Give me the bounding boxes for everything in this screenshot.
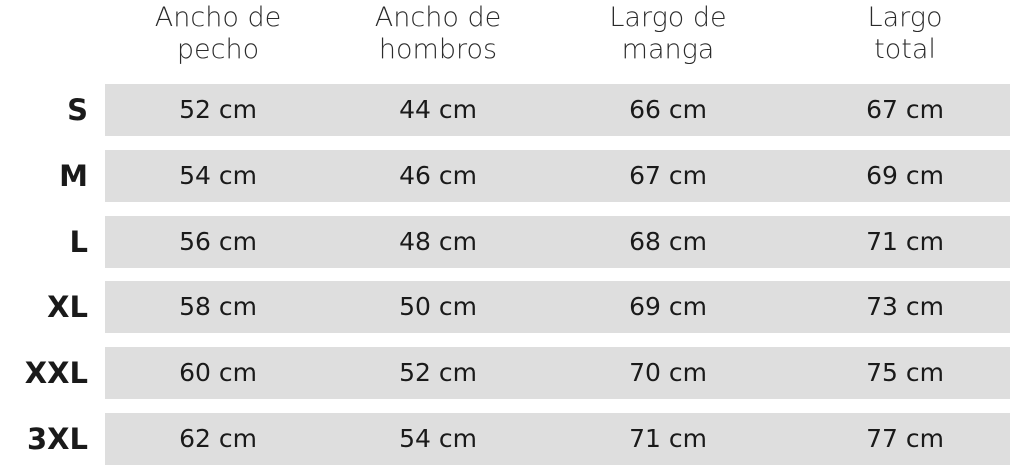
cell: 66 cm [629, 95, 707, 124]
row-bar [105, 84, 1010, 136]
cell: 50 cm [399, 292, 477, 321]
cell: 67 cm [866, 95, 944, 124]
cell: 68 cm [629, 227, 707, 256]
header-line: manga [621, 34, 715, 65]
header-line: pecho [176, 34, 260, 65]
cell: 69 cm [866, 161, 944, 190]
cell: 62 cm [179, 424, 257, 453]
cell: 54 cm [399, 424, 477, 453]
column-header: Largo de manga [568, 2, 768, 66]
cell: 44 cm [399, 95, 477, 124]
header-line: Ancho de [154, 2, 282, 33]
cell: 77 cm [866, 424, 944, 453]
cell: 48 cm [399, 227, 477, 256]
cell: 56 cm [179, 227, 257, 256]
header-line: Ancho de [374, 2, 502, 33]
row-bar [105, 347, 1010, 399]
column-header: Ancho de hombros [338, 2, 538, 66]
row-bar [105, 413, 1010, 465]
size-label: XL [47, 290, 88, 324]
size-label: M [59, 159, 88, 193]
row-bar [105, 150, 1010, 202]
cell: 71 cm [629, 424, 707, 453]
cell: 60 cm [179, 358, 257, 387]
column-header: Ancho de pecho [118, 2, 318, 66]
cell: 46 cm [399, 161, 477, 190]
cell: 58 cm [179, 292, 257, 321]
cell: 67 cm [629, 161, 707, 190]
cell: 69 cm [629, 292, 707, 321]
size-label: S [67, 93, 88, 127]
cell: 71 cm [866, 227, 944, 256]
size-label: XXL [24, 356, 88, 390]
header-line: Largo de [609, 2, 727, 33]
row-bar [105, 281, 1010, 333]
cell: 70 cm [629, 358, 707, 387]
cell: 54 cm [179, 161, 257, 190]
cell: 52 cm [179, 95, 257, 124]
size-label: 3XL [26, 422, 88, 456]
cell: 52 cm [399, 358, 477, 387]
row-bar [105, 216, 1010, 268]
cell: 73 cm [866, 292, 944, 321]
cell: 75 cm [866, 358, 944, 387]
column-header: Largo total [805, 2, 1005, 66]
size-label: L [69, 225, 88, 259]
header-line: total [874, 34, 936, 65]
header-line: hombros [378, 34, 498, 65]
header-line: Largo [867, 2, 943, 33]
